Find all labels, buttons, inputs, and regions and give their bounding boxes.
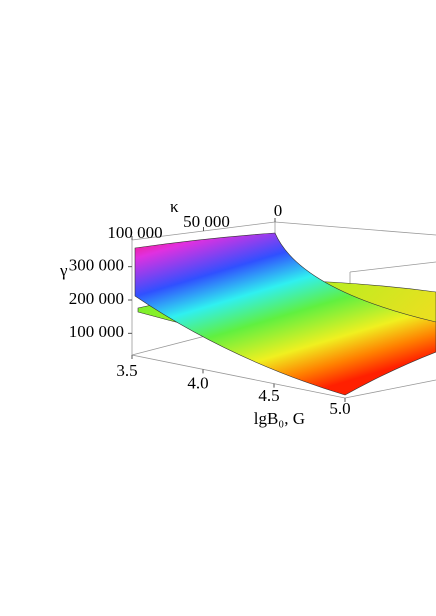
x-tick-label: 3.5 — [116, 361, 137, 380]
z-axis-label: γ — [59, 261, 68, 280]
z-tick-label: 300 000 — [69, 256, 124, 275]
x-tick-label: 5.0 — [329, 399, 350, 418]
y-tick-label: 100 000 — [107, 223, 162, 242]
y-tick-label: 50 000 — [183, 212, 230, 231]
x-axis-label: lgB₀, G — [254, 409, 305, 428]
z-tick-label: 200 000 — [69, 289, 124, 308]
y-tick-label: 0 — [274, 201, 283, 220]
y-axis-label: κ — [170, 197, 179, 216]
x-tick-label: 4.0 — [187, 374, 208, 393]
z-tick-label: 100 000 — [69, 322, 124, 341]
surface-upper — [134, 232, 436, 396]
x-tick-label: 4.5 — [258, 386, 279, 405]
